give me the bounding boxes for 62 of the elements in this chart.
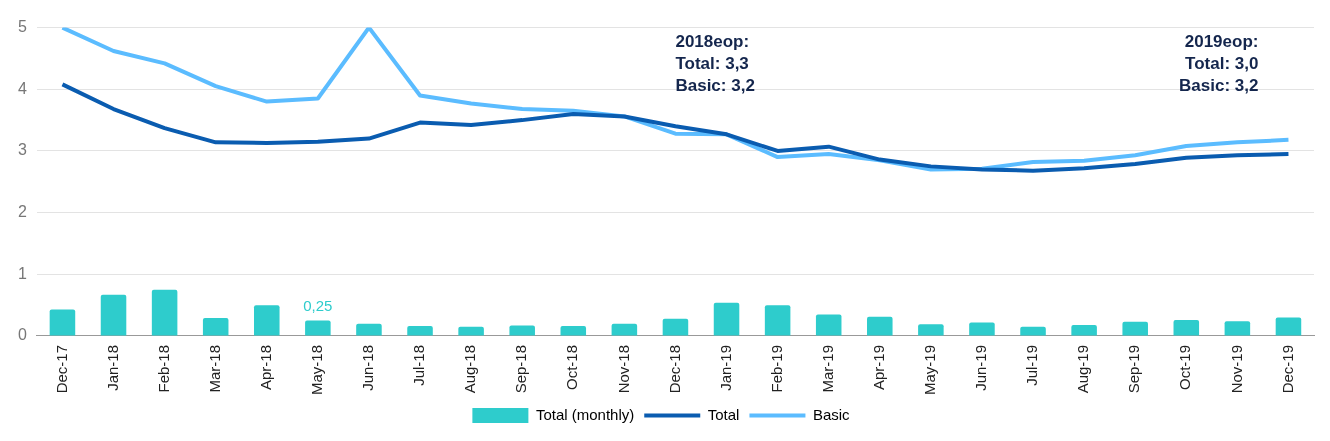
x-tick-label: Apr-19 — [869, 344, 887, 391]
legend-label: Basic — [812, 405, 851, 423]
bar — [815, 314, 842, 336]
x-tick-label: Jul-18 — [410, 344, 428, 386]
y-tick-label: 4 — [17, 79, 27, 97]
x-tick-label: Oct-19 — [1176, 344, 1194, 390]
bar — [49, 309, 76, 336]
x-tick-label: Jun-19 — [972, 344, 990, 391]
bar — [254, 305, 280, 336]
x-tick-label: Apr-18 — [256, 344, 274, 391]
y-tick-label: 1 — [17, 264, 27, 282]
bar — [509, 325, 535, 336]
y-tick-label: 5 — [17, 18, 27, 36]
x-tick-label: Nov-19 — [1227, 344, 1245, 394]
annotation: 2019eop: Total: 3,0 Basic: 3,2 — [1179, 31, 1259, 95]
bar — [305, 320, 331, 336]
x-tick-label: May-19 — [921, 344, 939, 396]
bar — [1020, 326, 1046, 336]
bar — [458, 326, 484, 336]
x-tick-label: Jul-19 — [1023, 344, 1041, 386]
bar — [1275, 317, 1302, 336]
x-tick-label: Sep-18 — [512, 344, 530, 394]
y-tick-label: 2 — [17, 203, 27, 221]
bar — [202, 318, 229, 336]
bar — [918, 324, 944, 336]
bar — [1122, 321, 1148, 336]
x-tick-label: Mar-18 — [205, 344, 223, 393]
bar — [662, 318, 689, 336]
bar — [867, 316, 893, 336]
bar — [713, 302, 740, 336]
x-tick-label: Feb-19 — [767, 344, 785, 393]
bar — [100, 294, 127, 336]
bar — [151, 289, 178, 336]
y-tick-label: 0 — [17, 326, 27, 344]
bar — [356, 323, 382, 336]
x-tick-label: Mar-19 — [818, 344, 836, 393]
x-tick-label: Oct-18 — [563, 344, 581, 390]
x-tick-label: Feb-18 — [154, 344, 172, 393]
bar — [1173, 319, 1200, 336]
bar — [969, 322, 995, 336]
data-label: 0,25 — [303, 297, 333, 315]
x-tick-label: Jan-18 — [103, 344, 121, 391]
bar — [764, 305, 791, 336]
bar — [1071, 324, 1097, 336]
x-tick-label: Dec-18 — [665, 344, 683, 394]
x-tick-label: Jan-19 — [716, 344, 734, 391]
legend-label: Total (monthly) — [535, 405, 635, 423]
x-tick-label: Sep-19 — [1125, 344, 1143, 394]
x-tick-label: Aug-19 — [1074, 344, 1092, 394]
x-tick-label: Jun-18 — [359, 344, 377, 391]
x-tick-label: Aug-18 — [461, 344, 479, 394]
x-tick-label: Dec-19 — [1278, 344, 1296, 394]
x-tick-label: Dec-17 — [52, 344, 70, 394]
annotation: 2018eop: Total: 3,3 Basic: 3,2 — [675, 31, 755, 95]
bar — [560, 326, 587, 336]
bar — [407, 326, 433, 336]
bar — [611, 323, 638, 336]
legend-label: Total — [707, 405, 740, 423]
bar — [1224, 321, 1251, 336]
x-tick-label: Nov-18 — [614, 344, 632, 394]
y-tick-label: 3 — [17, 141, 27, 159]
x-tick-label: May-18 — [308, 344, 325, 396]
